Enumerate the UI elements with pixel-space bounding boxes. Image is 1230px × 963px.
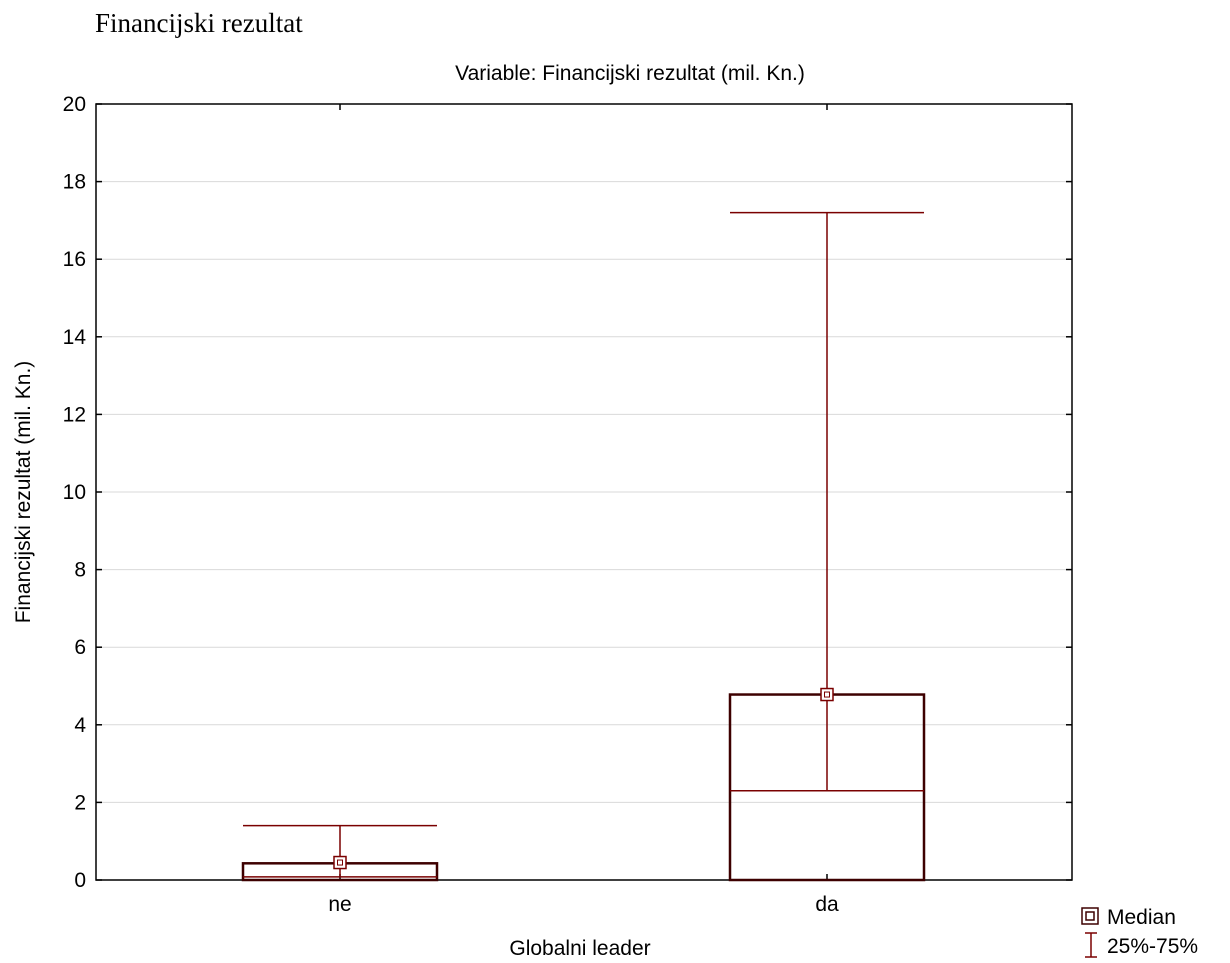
- median-marker-inner-da: [824, 691, 830, 698]
- y-tick-label-12: 12: [63, 403, 86, 426]
- boxes: [241, 211, 926, 882]
- x-axis: ne da: [328, 104, 839, 916]
- y-tick-label-2: 2: [74, 791, 86, 814]
- legend-range-label: 25%-75%: [1107, 935, 1198, 958]
- chart-title: Variable: Financijski rezultat (mil. Kn.…: [455, 62, 805, 85]
- y-axis-label: Financijski rezultat (mil. Kn.): [12, 361, 35, 624]
- y-tick-label-14: 14: [63, 326, 87, 349]
- x-tick-label-da: da: [815, 893, 839, 916]
- median-marker-inner-ne: [337, 859, 343, 866]
- legend-median-label: Median: [1107, 906, 1176, 929]
- legend-range-icon: [1085, 932, 1097, 958]
- box-ne: [241, 824, 439, 882]
- legend-median-square: [1081, 907, 1099, 925]
- legend-median-square-inner: [1085, 911, 1095, 921]
- y-axis: 0 2 4 6 8 10 12 14 16 18 20: [63, 93, 1072, 892]
- y-tick-label-4: 4: [74, 714, 86, 737]
- y-tick-label-10: 10: [63, 481, 86, 504]
- legend: Median 25%-75%: [1081, 906, 1198, 958]
- box-da: [728, 211, 926, 882]
- gridlines: [96, 181, 1072, 803]
- median-marker-ne: [333, 855, 347, 870]
- y-tick-label-20: 20: [63, 93, 86, 116]
- page-title: Financijski rezultat: [95, 8, 303, 38]
- y-tick-label-6: 6: [74, 636, 86, 659]
- median-marker-da: [820, 687, 834, 702]
- y-tick-label-0: 0: [74, 869, 86, 892]
- x-axis-label: Globalni leader: [509, 937, 650, 960]
- y-tick-label-18: 18: [63, 171, 86, 194]
- legend-median-icon: [1081, 907, 1099, 925]
- x-tick-label-ne: ne: [328, 893, 351, 916]
- y-tick-label-16: 16: [63, 248, 86, 271]
- y-tick-label-8: 8: [74, 559, 86, 582]
